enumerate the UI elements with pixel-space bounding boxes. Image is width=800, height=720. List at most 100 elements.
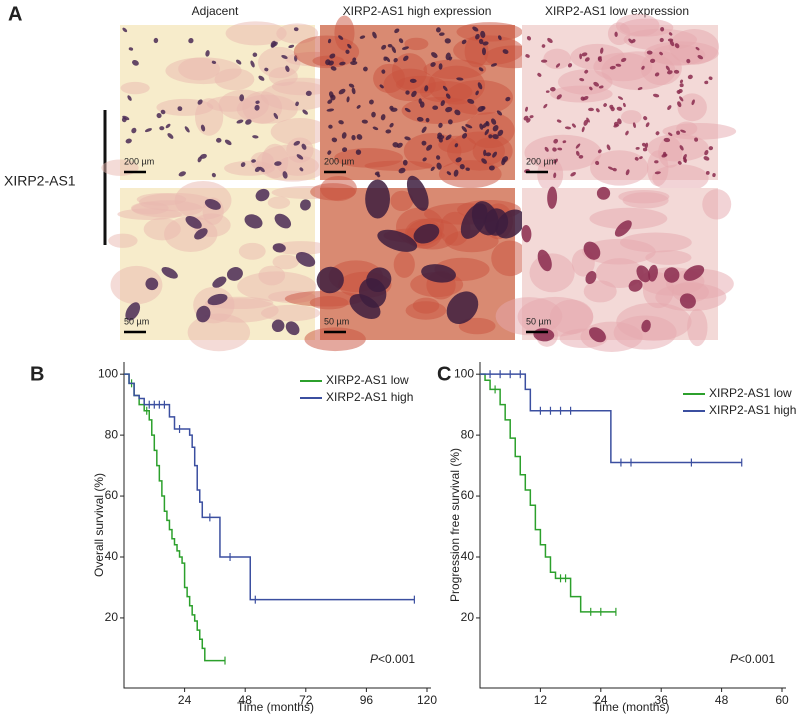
nucleus <box>128 47 134 51</box>
tissue <box>645 250 692 265</box>
nucleus <box>668 32 673 36</box>
tissue <box>178 57 221 81</box>
scale-bar-label: 200 µm <box>124 156 154 166</box>
nucleus <box>271 41 278 48</box>
nucleus <box>293 27 299 32</box>
nucleus <box>642 147 648 152</box>
tissue <box>108 233 138 248</box>
x-tick-label: 72 <box>299 693 313 707</box>
tissue <box>260 304 321 322</box>
nucleus <box>211 60 217 64</box>
nucleus <box>660 26 665 32</box>
nucleus <box>593 81 600 87</box>
scale-bar-label: 200 µm <box>526 156 556 166</box>
nucleus <box>421 140 427 146</box>
x-tick-label: 96 <box>360 693 374 707</box>
nucleus <box>328 124 333 129</box>
nucleus <box>496 110 503 116</box>
nucleus <box>553 158 558 164</box>
tissue <box>187 313 251 352</box>
nucleus <box>484 129 490 136</box>
nucleus <box>127 95 132 101</box>
nucleus <box>581 52 588 57</box>
nucleus <box>425 117 430 123</box>
nucleus <box>377 229 418 252</box>
nucleus <box>547 37 553 44</box>
nucleus <box>131 127 137 134</box>
nucleus <box>398 38 404 44</box>
nucleus <box>588 107 594 112</box>
nucleus <box>525 106 528 112</box>
nucleus <box>244 214 263 229</box>
column-title: XIRP2-AS1 high expression <box>343 4 492 18</box>
nucleus <box>122 115 130 121</box>
nucleus <box>606 144 611 151</box>
nucleus <box>194 228 208 240</box>
nucleus <box>431 52 438 58</box>
nucleus <box>616 106 623 111</box>
nucleus <box>598 85 604 89</box>
nucleus <box>637 87 643 91</box>
nucleus <box>352 57 357 62</box>
nucleus <box>347 43 352 49</box>
nucleus <box>537 72 542 77</box>
nucleus <box>645 122 650 128</box>
nucleus <box>445 93 451 99</box>
nucleus <box>389 122 394 128</box>
legend-label: XIRP2-AS1 low <box>709 386 792 400</box>
nucleus <box>659 37 664 43</box>
nucleus <box>663 137 671 143</box>
nucleus <box>442 85 448 92</box>
nucleus <box>411 90 417 98</box>
nucleus <box>338 88 346 95</box>
nucleus <box>705 171 710 175</box>
nucleus <box>475 90 479 96</box>
nucleus <box>617 96 624 100</box>
nucleus <box>465 124 473 129</box>
nucleus <box>609 104 614 109</box>
tissue <box>395 75 446 94</box>
nucleus <box>505 96 511 102</box>
nucleus <box>156 113 162 119</box>
survival-curve <box>480 373 616 613</box>
nucleus <box>371 111 376 118</box>
nucleus <box>614 220 632 237</box>
nucleus <box>239 94 245 102</box>
nucleus <box>161 267 178 279</box>
tissue <box>267 196 291 209</box>
column-title: Adjacent <box>192 4 239 18</box>
survival-curve <box>124 373 415 601</box>
tissue <box>131 200 203 218</box>
nucleus <box>374 171 380 176</box>
nucleus <box>553 172 557 179</box>
nucleus <box>639 156 643 160</box>
scale-bar-label: 50 µm <box>526 316 551 326</box>
nucleus <box>296 154 304 160</box>
nucleus <box>416 116 424 122</box>
nucleus <box>571 123 576 128</box>
nucleus <box>200 153 207 159</box>
nucleus <box>255 188 270 202</box>
tissue <box>310 183 356 201</box>
nucleus <box>351 87 356 95</box>
nucleus <box>543 103 548 109</box>
nucleus <box>621 57 627 63</box>
nucleus <box>413 223 440 244</box>
nucleus <box>544 146 549 152</box>
nucleus <box>600 47 604 54</box>
nucleus <box>682 154 687 160</box>
nucleus <box>424 85 429 92</box>
nucleus <box>251 159 256 163</box>
x-tick-label: 60 <box>775 693 789 707</box>
nucleus <box>393 58 398 63</box>
nucleus <box>643 116 648 121</box>
tissue <box>258 265 286 286</box>
nucleus <box>547 186 558 209</box>
nucleus <box>492 125 499 132</box>
nucleus <box>211 172 216 178</box>
y-tick-label: 100 <box>454 366 474 380</box>
axis <box>123 362 431 689</box>
nucleus <box>264 67 269 72</box>
nucleus <box>677 160 682 165</box>
nucleus <box>205 50 210 57</box>
